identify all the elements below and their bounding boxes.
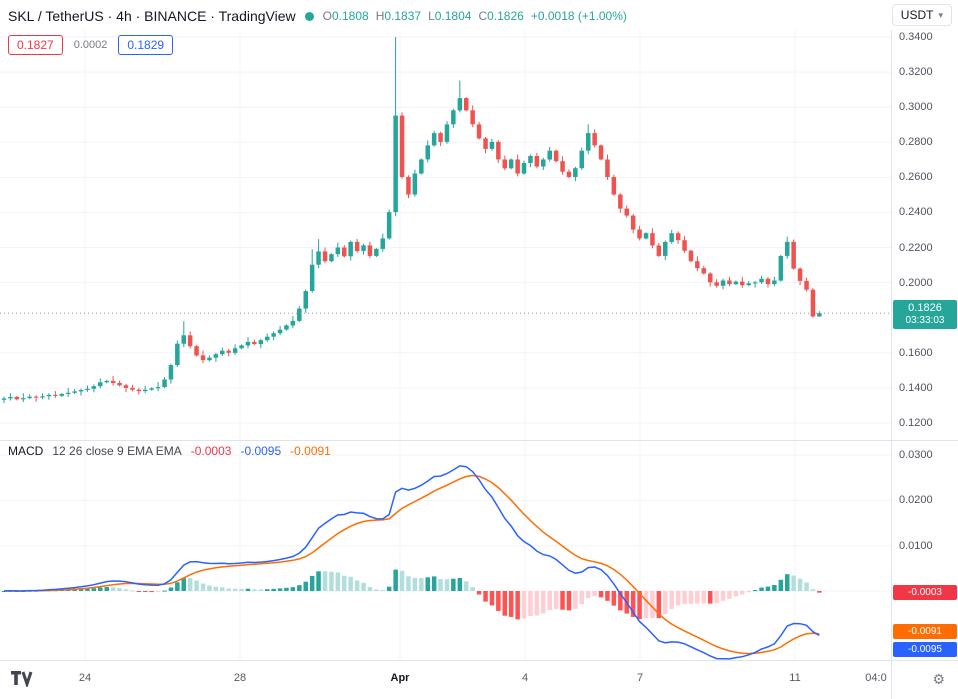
time-axis-separator xyxy=(0,660,958,661)
time-tick-label: 04:0 xyxy=(865,672,887,684)
price-scale[interactable]: 0.1826 03:33:03 -0.0003 -0.0091 -0.0095 … xyxy=(892,0,958,699)
last-price-badge: 0.1826 03:33:03 xyxy=(893,300,957,329)
sell-price-button[interactable]: 0.1827 xyxy=(8,35,63,55)
axis-tick-label: 0.0100 xyxy=(899,539,933,552)
axis-tick-label: 0.3000 xyxy=(899,101,933,114)
time-tick-label: 28 xyxy=(233,672,247,684)
macd-chart-canvas[interactable] xyxy=(0,440,891,660)
time-tick-label: 24 xyxy=(78,672,92,684)
axis-tick-label: 0.1200 xyxy=(899,417,933,429)
high-value: H0.1837 xyxy=(375,9,422,23)
macd-hist-badge: -0.0003 xyxy=(893,585,957,600)
tradingview-logo[interactable] xyxy=(10,669,34,687)
axis-tick-label: 0.2200 xyxy=(899,241,933,254)
last-price-value: 0.1826 xyxy=(908,302,942,314)
ohlc-values: O0.1808 H0.1837 L0.1804 C0.1826 +0.0018 … xyxy=(323,9,627,23)
pane-separator[interactable] xyxy=(0,440,958,441)
change-value: +0.0018 (+1.00%) xyxy=(530,9,627,23)
axis-tick-label: 0.1400 xyxy=(899,381,933,394)
axis-tick-label: 0.0200 xyxy=(899,494,933,507)
time-tick-label: 4 xyxy=(521,672,529,684)
axis-tick-label: 0.3400 xyxy=(899,31,933,43)
macd-title[interactable]: MACD xyxy=(8,444,44,458)
symbol-title[interactable]: SKL / TetherUS · 4h · BINANCE · TradingV… xyxy=(8,8,296,24)
currency-label: USDT xyxy=(900,8,934,22)
chevron-down-icon: ▾ xyxy=(938,9,943,20)
axis-tick-label: 0.2800 xyxy=(899,136,933,149)
macd-params: 12 26 close 9 EMA EMA xyxy=(52,444,182,458)
close-value: C0.1826 xyxy=(478,9,524,23)
macd-hist-value: -0.0003 xyxy=(190,444,232,458)
axis-tick-label: 0.0300 xyxy=(899,449,933,462)
symbol-legend[interactable]: SKL / TetherUS · 4h · BINANCE · TradingV… xyxy=(8,8,627,24)
open-value: O0.1808 xyxy=(322,9,369,23)
macd-legend[interactable]: MACD 12 26 close 9 EMA EMA -0.0003 -0.00… xyxy=(8,444,331,458)
price-axis-separator xyxy=(891,30,892,699)
macd-signal-badge: -0.0091 xyxy=(893,624,957,639)
axis-tick-label: 0.2400 xyxy=(899,206,933,219)
macd-line-value: -0.0095 xyxy=(240,444,282,458)
spread-value: 0.0002 xyxy=(73,39,108,51)
time-scale[interactable]: 24 28 Apr 4 7 11 04:0 xyxy=(0,660,891,699)
bar-countdown: 03:33:03 xyxy=(905,315,945,326)
axis-tick-label: 0.2600 xyxy=(899,171,933,184)
settings-gear-icon[interactable]: ⚙ xyxy=(932,671,945,687)
macd-signal-value: -0.0091 xyxy=(290,444,331,458)
axis-tick-label: 0.1600 xyxy=(899,346,933,359)
price-chart-canvas[interactable] xyxy=(0,30,891,440)
low-value: L0.1804 xyxy=(428,9,472,23)
buy-price-button[interactable]: 0.1829 xyxy=(118,35,174,55)
currency-dropdown[interactable]: USDT ▾ xyxy=(891,4,952,26)
time-tick-label: Apr xyxy=(390,672,410,684)
axis-tick-label: 0.3200 xyxy=(899,66,933,79)
time-tick-label: 11 xyxy=(789,672,801,684)
time-tick-label: 7 xyxy=(636,672,644,684)
axis-tick-label: 0.2000 xyxy=(899,276,933,289)
market-status-icon[interactable] xyxy=(304,11,314,21)
macd-line-badge: -0.0095 xyxy=(893,642,957,657)
quote-row: 0.1827 0.0002 0.1829 xyxy=(8,35,174,55)
